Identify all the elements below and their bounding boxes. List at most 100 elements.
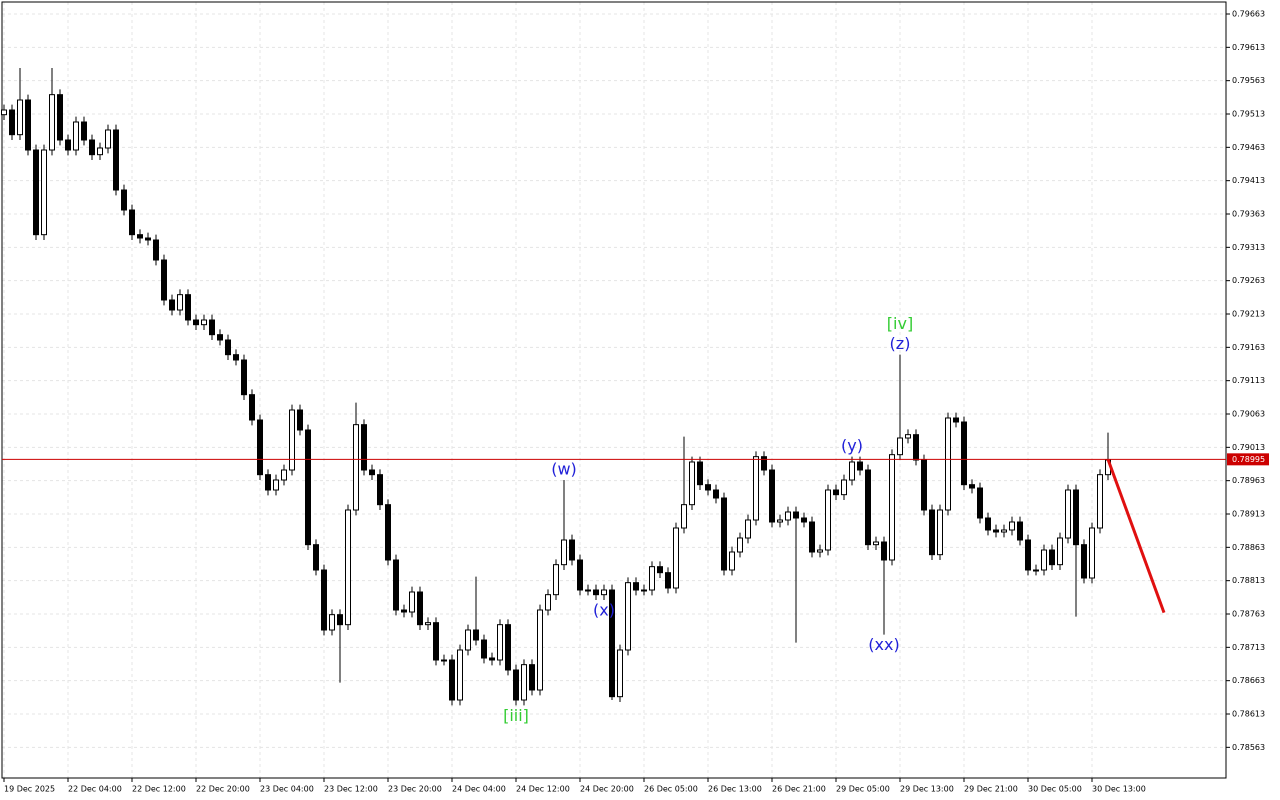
candle-body (817, 549, 823, 553)
candle-body (225, 339, 231, 356)
candle-body (657, 566, 663, 574)
candle-body (593, 589, 599, 596)
x-tick-label: 24 Dec 04:00 (452, 785, 506, 794)
y-tick-label: 0.79013 (1232, 443, 1265, 452)
candle-body (809, 521, 815, 553)
candle-body (513, 669, 519, 701)
candle-body (1001, 529, 1007, 533)
y-tick-label: 0.79663 (1232, 10, 1265, 19)
candle-body (785, 511, 791, 521)
candle-body (465, 629, 471, 651)
candle-body (265, 474, 271, 491)
y-tick-label: 0.79513 (1232, 110, 1265, 119)
candle-body (65, 139, 71, 151)
candle-body (625, 582, 631, 651)
candle-body (737, 537, 743, 553)
candle-body (673, 527, 679, 589)
y-tick-label: 0.79163 (1232, 343, 1265, 352)
candle-body (1041, 549, 1047, 571)
x-tick-label: 30 Dec 05:00 (1028, 785, 1082, 794)
candle-body (49, 94, 55, 151)
candle-body (641, 589, 647, 592)
candle-body (689, 461, 695, 506)
projection-line (1106, 458, 1166, 614)
y-tick-label: 0.79213 (1232, 310, 1265, 319)
candle-body (457, 649, 463, 701)
candle-body (1025, 539, 1031, 571)
wave-label: (y) (841, 436, 863, 455)
candle-body (1017, 521, 1023, 541)
candle-body (777, 519, 783, 523)
candle-body (297, 409, 303, 431)
candle-body (761, 456, 767, 471)
x-tick-label: 29 Dec 05:00 (836, 785, 890, 794)
candle-body (713, 489, 719, 499)
candle-body (489, 657, 495, 661)
candle-body (33, 149, 39, 236)
y-tick-label: 0.78913 (1232, 510, 1265, 519)
y-tick-label: 0.78613 (1232, 710, 1265, 719)
y-tick-label: 0.79563 (1232, 76, 1265, 85)
candle-body (897, 437, 903, 456)
current-price-box (1227, 453, 1269, 466)
candle-body (769, 469, 775, 523)
candle-body (161, 259, 167, 301)
candle-body (241, 359, 247, 396)
candle-body (945, 417, 951, 511)
y-tick-label: 0.78763 (1232, 610, 1265, 619)
candle-body (953, 417, 959, 423)
candle-body (833, 489, 839, 496)
candle-body (881, 541, 887, 561)
candle-body (169, 299, 175, 311)
candle-body (977, 487, 983, 519)
x-tick-label: 29 Dec 13:00 (900, 785, 954, 794)
candle-body (553, 564, 559, 596)
candle-body (561, 539, 567, 566)
candle-body (473, 629, 479, 641)
candle-body (353, 424, 359, 511)
candle-body (969, 484, 975, 489)
candle-body (497, 624, 503, 661)
candle-body (1089, 527, 1095, 579)
candle-body (89, 139, 95, 156)
candle-body (97, 147, 103, 156)
candle-body (705, 484, 711, 491)
candle-body (649, 566, 655, 591)
candle-body (257, 419, 263, 476)
candle-body (1073, 489, 1079, 546)
candle-body (17, 99, 23, 136)
x-tick-label: 22 Dec 12:00 (132, 785, 186, 794)
candle-body (281, 469, 287, 481)
candle-body (569, 539, 575, 561)
candle-body (193, 319, 199, 326)
candle-body (745, 519, 751, 539)
x-tick-label: 22 Dec 20:00 (196, 785, 250, 794)
candle-body (369, 469, 375, 476)
candle-body (57, 94, 63, 141)
candle-body (209, 319, 215, 336)
wave-label: (z) (890, 334, 911, 353)
candle-body (985, 517, 991, 531)
y-tick-label: 0.79463 (1232, 143, 1265, 152)
current-price-label: 0.78995 (1232, 455, 1265, 464)
x-tick-label: 26 Dec 05:00 (644, 785, 698, 794)
y-tick-label: 0.78963 (1232, 476, 1265, 485)
candle-body (321, 569, 327, 631)
candle-body (889, 454, 895, 561)
candle-body (449, 659, 455, 701)
candle-body (793, 511, 799, 519)
y-tick-label: 0.78813 (1232, 576, 1265, 585)
candle-body (601, 589, 607, 596)
candle-body (417, 591, 423, 626)
candle-body (929, 509, 935, 556)
candle-body (289, 409, 295, 471)
y-tick-label: 0.79113 (1232, 376, 1265, 385)
x-tick-label: 23 Dec 20:00 (388, 785, 442, 794)
candle-body (393, 559, 399, 611)
candle-body (249, 394, 255, 421)
candle-body (921, 459, 927, 511)
candle-body (185, 294, 191, 321)
y-tick-label: 0.79263 (1232, 276, 1265, 285)
x-tick-label: 22 Dec 04:00 (68, 785, 122, 794)
candle-body (25, 99, 31, 151)
